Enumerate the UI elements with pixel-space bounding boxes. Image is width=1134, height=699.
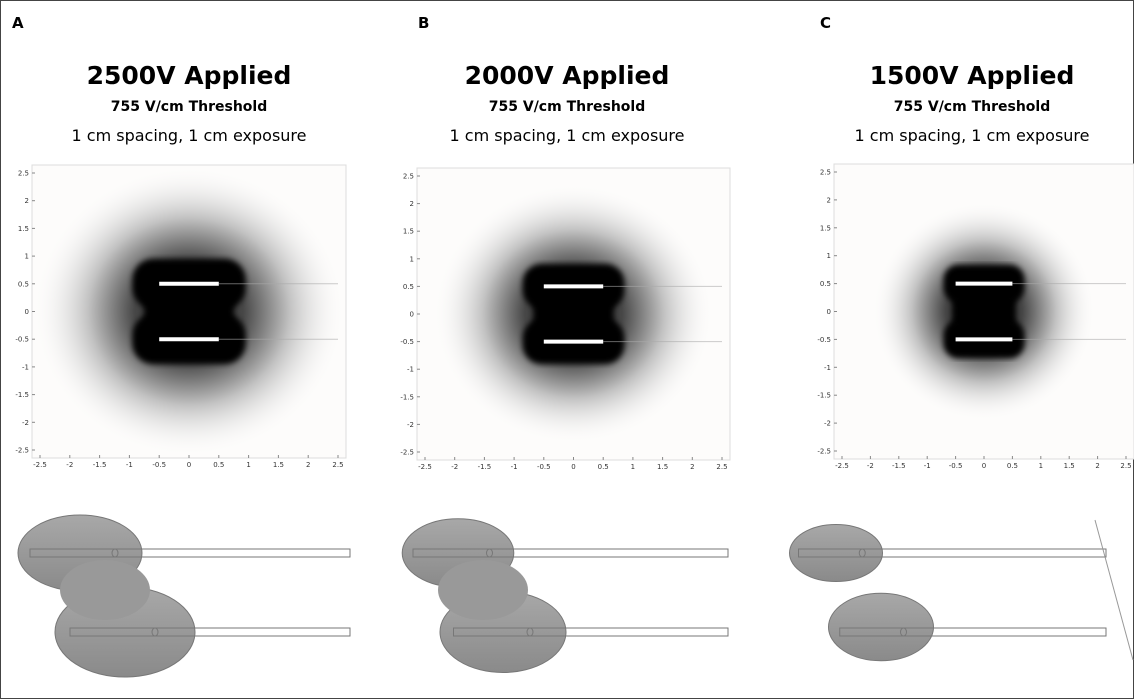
x-tick-label: 2 bbox=[306, 461, 310, 469]
panel-letter: B bbox=[418, 14, 429, 32]
panel-subtitle: 755 V/cm Threshold bbox=[894, 99, 1050, 115]
x-tick-label: -1 bbox=[511, 463, 518, 471]
y-tick-label: 1.5 bbox=[820, 224, 831, 232]
y-tick-label: 2.5 bbox=[403, 173, 414, 181]
y-tick-label: -0.5 bbox=[817, 336, 831, 344]
x-tick-label: 0.5 bbox=[598, 463, 609, 471]
y-tick-label: 2.5 bbox=[18, 170, 29, 178]
y-tick-label: 0 bbox=[410, 311, 414, 319]
ablation-zone bbox=[533, 297, 613, 330]
y-tick-label: -0.5 bbox=[15, 336, 29, 344]
y-tick-label: 1 bbox=[410, 255, 414, 263]
panel-caption: 1 cm spacing, 1 cm exposure bbox=[855, 126, 1090, 145]
y-tick-label: -1.5 bbox=[817, 392, 831, 400]
y-tick-label: -2.5 bbox=[817, 448, 831, 456]
x-tick-label: -2.5 bbox=[33, 461, 47, 469]
x-tick-label: 0 bbox=[571, 463, 575, 471]
y-tick-label: 2.5 bbox=[820, 169, 831, 177]
y-tick-label: -2 bbox=[407, 421, 414, 429]
field-map bbox=[34, 167, 344, 455]
x-tick-label: 2 bbox=[690, 463, 694, 471]
x-tick-label: -0.5 bbox=[152, 461, 166, 469]
x-tick-label: 2.5 bbox=[1120, 462, 1131, 470]
y-tick-label: 0.5 bbox=[18, 280, 29, 288]
y-tick-label: -2.5 bbox=[400, 449, 414, 457]
y-tick-label: 0.5 bbox=[403, 283, 414, 291]
x-tick-label: -2 bbox=[66, 461, 73, 469]
panel-letter: C bbox=[820, 14, 831, 32]
y-tick-label: -1 bbox=[824, 364, 831, 372]
x-tick-label: 1.5 bbox=[657, 463, 668, 471]
y-tick-label: 0.5 bbox=[820, 280, 831, 288]
panel-caption: 1 cm spacing, 1 cm exposure bbox=[450, 126, 685, 145]
y-tick-label: -2.5 bbox=[15, 447, 29, 455]
y-tick-label: -1.5 bbox=[15, 391, 29, 399]
panel-title: 2000V Applied bbox=[465, 61, 670, 90]
x-tick-label: -2.5 bbox=[835, 462, 849, 470]
y-tick-label: 1.5 bbox=[18, 225, 29, 233]
y-tick-label: 2 bbox=[25, 197, 29, 205]
y-tick-label: -0.5 bbox=[400, 338, 414, 346]
x-tick-label: -0.5 bbox=[537, 463, 551, 471]
x-tick-label: -1 bbox=[126, 461, 133, 469]
x-tick-label: 0 bbox=[982, 462, 986, 470]
x-tick-label: 1 bbox=[631, 463, 635, 471]
y-tick-label: 1.5 bbox=[403, 228, 414, 236]
zone-3d-neck bbox=[60, 560, 150, 620]
y-tick-label: -1 bbox=[407, 366, 414, 374]
y-tick-label: 2 bbox=[410, 200, 414, 208]
y-tick-label: -2 bbox=[824, 420, 831, 428]
panel-title: 1500V Applied bbox=[870, 61, 1075, 90]
x-tick-label: 1 bbox=[246, 461, 250, 469]
y-tick-label: 2 bbox=[827, 196, 831, 204]
y-tick-label: 0 bbox=[827, 308, 831, 316]
x-tick-label: -1.5 bbox=[93, 461, 107, 469]
x-tick-label: 0.5 bbox=[213, 461, 224, 469]
y-tick-label: 1 bbox=[25, 253, 29, 261]
zone-3d bbox=[829, 593, 934, 661]
zone-3d bbox=[790, 525, 883, 582]
ablation-zone bbox=[144, 295, 233, 328]
panel-subtitle: 755 V/cm Threshold bbox=[489, 99, 645, 115]
x-tick-label: 1 bbox=[1039, 462, 1043, 470]
ablation-zone bbox=[952, 295, 1016, 328]
x-tick-label: -1 bbox=[924, 462, 931, 470]
panel-letter: A bbox=[12, 14, 24, 32]
x-tick-label: 2.5 bbox=[332, 461, 343, 469]
panel-subtitle: 755 V/cm Threshold bbox=[111, 99, 267, 115]
x-tick-label: 0 bbox=[187, 461, 191, 469]
x-tick-label: 0.5 bbox=[1007, 462, 1018, 470]
x-tick-label: 2 bbox=[1095, 462, 1099, 470]
x-tick-label: -2 bbox=[451, 463, 458, 471]
y-tick-label: 1 bbox=[827, 252, 831, 260]
x-tick-label: -1.5 bbox=[892, 462, 906, 470]
x-tick-label: 1.5 bbox=[273, 461, 284, 469]
y-tick-label: -2 bbox=[22, 419, 29, 427]
y-tick-label: -1.5 bbox=[400, 393, 414, 401]
x-tick-label: -0.5 bbox=[949, 462, 963, 470]
x-tick-label: -2 bbox=[867, 462, 874, 470]
zone-3d-neck bbox=[438, 560, 528, 620]
x-tick-label: -1.5 bbox=[478, 463, 492, 471]
panel-caption: 1 cm spacing, 1 cm exposure bbox=[72, 126, 307, 145]
x-tick-label: 2.5 bbox=[716, 463, 727, 471]
y-tick-label: 0 bbox=[25, 308, 29, 316]
x-tick-label: 1.5 bbox=[1064, 462, 1075, 470]
y-tick-label: -1 bbox=[22, 363, 29, 371]
figure: A 2500V Applied 755 V/cm Threshold 1 cm spa… bbox=[0, 0, 1134, 699]
panel-title: 2500V Applied bbox=[87, 61, 292, 90]
x-tick-label: -2.5 bbox=[418, 463, 432, 471]
